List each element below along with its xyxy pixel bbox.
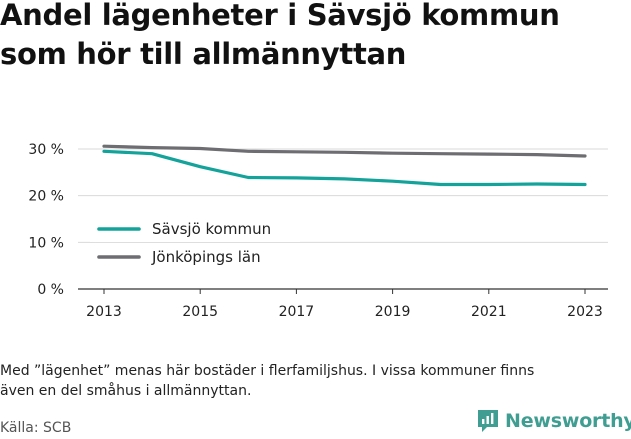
x-tick-label: 2015 xyxy=(182,304,218,320)
x-axis-ticks: 2013 2015 2017 2019 2021 2023 xyxy=(86,289,603,320)
footnote-line-2: även en del småhus i allmännyttan. xyxy=(0,383,252,399)
newsworthy-logo-icon xyxy=(478,410,498,432)
footnote: Med ”lägenhet” menas här bostäder i fler… xyxy=(0,361,625,401)
line-chart: 0 % 10 % 20 % 30 % 2013 2015 2017 2019 2021 2023… xyxy=(28,142,608,320)
legend-label: Sävsjö kommun xyxy=(152,220,271,238)
chart-title-line-2: som hör till allmännyttan xyxy=(0,37,407,71)
series-line-savsjo-kommun xyxy=(102,149,587,187)
source-label: Källa: SCB xyxy=(0,420,72,436)
brand-name: Newsworthy xyxy=(505,410,631,432)
footnote-line-1: Med ”lägenhet” menas här bostäder i fler… xyxy=(0,363,535,379)
chart-title: Andel lägenheter i Sävsjö kommun som hör… xyxy=(0,0,631,74)
legend: Sävsjö kommun Jönköpings län xyxy=(90,215,300,270)
y-tick-label: 0 % xyxy=(37,282,64,298)
x-tick-label: 2017 xyxy=(279,304,315,320)
x-tick-label: 2023 xyxy=(567,304,603,320)
y-tick-label: 30 % xyxy=(28,142,64,158)
legend-label: Jönköpings län xyxy=(151,248,261,266)
x-tick-label: 2021 xyxy=(471,304,507,320)
y-tick-label: 10 % xyxy=(28,235,64,251)
brand-logo: Newsworthy xyxy=(476,408,631,434)
series-line-jonkopings-lan xyxy=(102,144,587,158)
y-tick-label: 20 % xyxy=(28,189,64,205)
series-lines xyxy=(102,144,587,187)
chart-title-line-1: Andel lägenheter i Sävsjö kommun xyxy=(0,0,560,32)
x-tick-label: 2013 xyxy=(86,304,122,320)
x-tick-label: 2019 xyxy=(375,304,411,320)
y-axis-ticks: 0 % 10 % 20 % 30 % xyxy=(28,142,64,298)
